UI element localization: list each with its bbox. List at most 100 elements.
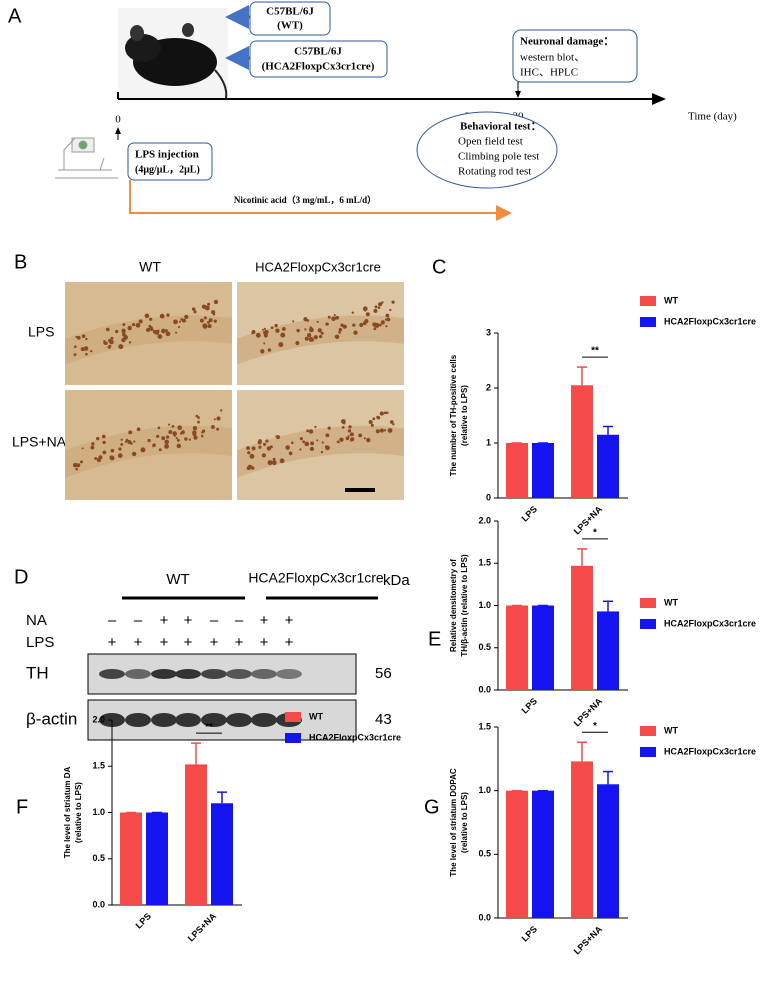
y-tick-label: 1.0 xyxy=(478,785,491,795)
cell xyxy=(149,327,154,332)
cell xyxy=(201,431,204,434)
x-tick-label: LPS+NA xyxy=(572,696,605,729)
cell xyxy=(275,328,280,333)
cell xyxy=(348,425,352,429)
cell xyxy=(102,440,106,445)
cell xyxy=(380,320,385,325)
cell xyxy=(216,416,221,421)
cell xyxy=(212,312,216,316)
bar xyxy=(146,812,168,905)
cell xyxy=(213,319,217,323)
cell xyxy=(387,428,393,433)
cell xyxy=(121,332,126,337)
cell xyxy=(72,462,78,468)
cell xyxy=(178,320,182,323)
legend-swatch xyxy=(640,598,656,608)
cell xyxy=(321,441,324,444)
cell xyxy=(123,335,128,340)
cell xyxy=(383,429,387,432)
x-tick-label: LPS xyxy=(520,924,539,943)
cell xyxy=(105,327,110,332)
significance-label: ** xyxy=(591,346,599,357)
band xyxy=(201,669,227,679)
cell xyxy=(373,327,377,331)
treatment-label: LPS xyxy=(26,634,54,651)
cell xyxy=(152,444,155,448)
cell xyxy=(197,420,200,424)
cell xyxy=(350,437,355,442)
band xyxy=(226,669,252,679)
box-title: Behavioral test： xyxy=(460,121,542,133)
cell xyxy=(292,320,295,323)
treatment-label: NA xyxy=(26,612,47,629)
cell xyxy=(263,327,267,330)
bar xyxy=(571,761,593,918)
cell xyxy=(345,436,350,441)
cell xyxy=(338,327,343,332)
y-tick-label: 0 xyxy=(486,492,491,502)
cell xyxy=(200,434,204,438)
cell xyxy=(203,316,207,320)
y-axis-label: (relative to LPS) xyxy=(460,385,469,446)
cell xyxy=(91,442,95,446)
significance-label: * xyxy=(593,528,597,539)
panel-letter: F xyxy=(16,796,28,818)
panel-letter: E xyxy=(428,628,441,650)
x-tick-label: LPS xyxy=(134,911,153,930)
cell xyxy=(184,437,188,441)
cell xyxy=(75,467,79,471)
cell xyxy=(77,336,81,340)
cell xyxy=(306,429,310,433)
cell xyxy=(118,344,124,350)
blot-label: β-actin xyxy=(26,709,77,728)
cell xyxy=(278,342,284,348)
cell xyxy=(192,432,197,437)
cell xyxy=(295,340,300,346)
cell xyxy=(208,318,213,323)
cell xyxy=(76,463,81,468)
cell xyxy=(389,308,392,312)
cell xyxy=(159,313,165,319)
band xyxy=(175,713,201,727)
cell xyxy=(90,349,93,353)
legend-swatch xyxy=(285,712,301,722)
panel-letter: B xyxy=(14,251,27,273)
cell xyxy=(210,425,215,429)
cell xyxy=(306,333,312,338)
cell xyxy=(296,328,300,333)
ellipse xyxy=(416,111,558,189)
cell xyxy=(181,318,186,323)
cell xyxy=(109,455,115,461)
cell xyxy=(386,317,391,322)
cell xyxy=(385,325,388,328)
cell xyxy=(247,451,251,455)
cell xyxy=(308,429,314,434)
cell xyxy=(171,424,175,428)
cell xyxy=(73,353,77,357)
cell xyxy=(363,309,367,312)
bar xyxy=(185,764,207,905)
legend-label: WT xyxy=(664,725,678,735)
y-tick-label: 0.5 xyxy=(92,853,105,863)
cell xyxy=(140,447,146,453)
treatment-text: Nicotinic acid（3 mg/mL，6 mL/d） xyxy=(234,195,376,205)
cell xyxy=(101,434,106,439)
legend-swatch xyxy=(640,726,656,736)
treatment-sign: – xyxy=(134,612,143,629)
treatment-sign: – xyxy=(210,612,219,629)
cell xyxy=(335,334,340,339)
cell xyxy=(320,331,324,335)
cell xyxy=(385,411,389,415)
cell xyxy=(251,330,256,334)
cell xyxy=(191,307,196,311)
cell xyxy=(128,430,133,435)
cell xyxy=(372,322,377,327)
band xyxy=(125,713,151,727)
cell xyxy=(318,335,323,339)
cell xyxy=(364,318,369,324)
cell xyxy=(310,337,314,342)
cell xyxy=(176,443,182,449)
cell xyxy=(263,342,266,345)
legend-label: WT xyxy=(309,711,323,721)
cell xyxy=(309,326,313,329)
